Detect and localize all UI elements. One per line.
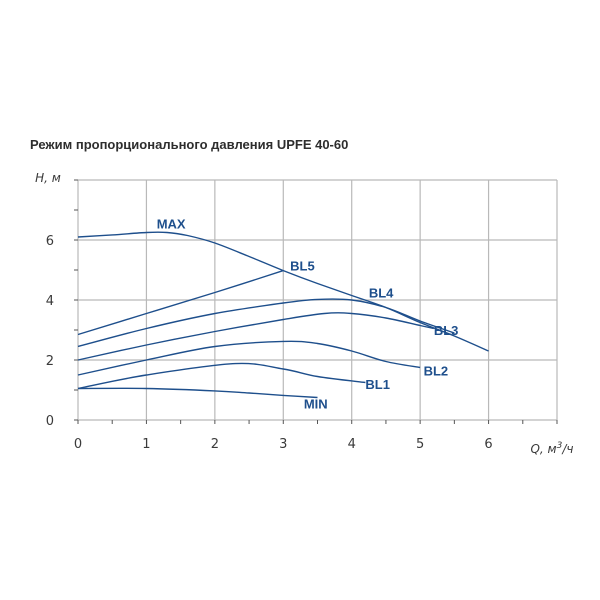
curve-label-bl5: BL5 xyxy=(290,259,315,274)
curve-bl5 xyxy=(77,269,284,336)
curve-bl4 xyxy=(77,298,455,348)
curve-label-bl4: BL4 xyxy=(369,286,394,301)
x-tick-label: 6 xyxy=(484,437,492,452)
curve-bl2 xyxy=(77,340,421,376)
curve-bl1 xyxy=(77,362,366,390)
x-axis-label-sup: 3 xyxy=(557,441,563,451)
x-tick-label: 2 xyxy=(211,437,219,452)
x-tick-label: 3 xyxy=(279,437,287,452)
chart-title: Режим пропорционального давления UPFE 40… xyxy=(30,137,349,152)
curve-labels: MAX BL5 BL4 BL3 BL2 BL1 MIN xyxy=(157,217,459,412)
curve-bl3 xyxy=(77,312,434,361)
y-axis-label: H, м xyxy=(35,171,61,185)
y-tick-label: 2 xyxy=(46,354,54,369)
curve-label-bl3: BL3 xyxy=(434,323,459,338)
x-axis-label: Q, м3/ч xyxy=(530,441,573,456)
y-tick-label: 0 xyxy=(46,414,54,429)
x-axis-label-base: Q, м xyxy=(530,442,556,456)
curve-label-min: MIN xyxy=(304,397,328,412)
curve-label-bl1: BL1 xyxy=(365,377,390,392)
curve-max xyxy=(77,231,489,352)
x-tick-label: 5 xyxy=(416,437,424,452)
curves xyxy=(77,231,489,399)
axes: 0 2 4 6 0 1 2 3 4 5 6 xyxy=(46,179,558,452)
x-axis-label-tail: /ч xyxy=(561,442,573,456)
x-tick-label: 0 xyxy=(74,437,82,452)
curve-min xyxy=(77,387,318,399)
curve-label-max: MAX xyxy=(157,217,186,232)
curve-label-bl2: BL2 xyxy=(424,364,449,379)
x-tick-label: 4 xyxy=(348,437,356,452)
y-tick-label: 4 xyxy=(46,294,54,309)
x-tick-label: 1 xyxy=(142,437,150,452)
y-tick-label: 6 xyxy=(46,234,54,249)
